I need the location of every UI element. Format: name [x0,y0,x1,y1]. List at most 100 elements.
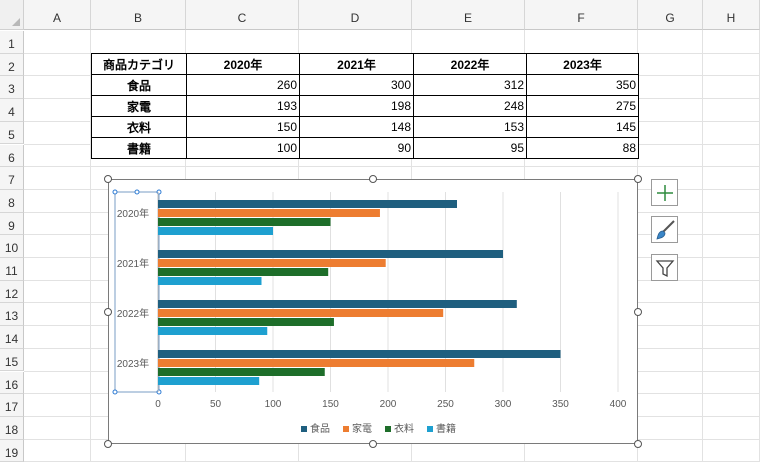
category-label: 2020年 [117,207,149,220]
value-cell[interactable]: 248 [413,95,527,117]
chart-filters-button[interactable] [651,254,678,281]
row-header-13[interactable]: 13 [0,303,24,327]
table-row: 衣料 150 148 153 145 [91,116,639,138]
row-header-18[interactable]: 18 [0,416,24,440]
resize-handle[interactable] [634,440,642,448]
legend-swatch [427,426,433,432]
row-header-4[interactable]: 4 [0,99,24,122]
value-cell[interactable]: 260 [186,74,300,96]
row-header-2[interactable]: 2 [0,53,24,77]
x-tick-label: 300 [495,399,512,410]
row-header-6[interactable]: 6 [0,144,24,168]
row-header-9[interactable]: 9 [0,212,24,236]
value-cell[interactable]: 100 [186,137,300,159]
x-tick-label: 0 [155,399,161,410]
resize-handle[interactable] [369,175,377,183]
resize-handle[interactable] [104,440,112,448]
column-header-g[interactable]: G [638,0,703,30]
brush-icon [655,219,675,240]
value-cell[interactable]: 145 [526,116,639,138]
value-cell[interactable]: 193 [186,95,300,117]
row-header-1[interactable]: 1 [0,31,24,54]
gridline [90,30,91,462]
row-label-cell[interactable]: 家電 [91,95,187,117]
resize-handle[interactable] [634,308,642,316]
value-cell[interactable]: 95 [413,137,527,159]
data-table: 商品カテゴリ 2020年 2021年 2022年 2023年 食品 260 30… [91,53,639,159]
column-header-h[interactable]: H [703,0,760,30]
row-header-7[interactable]: 7 [0,167,24,190]
gridline [702,30,703,462]
value-cell[interactable]: 153 [413,116,527,138]
bar-家電 [158,259,386,267]
bar-食品 [158,200,457,208]
column-header-d[interactable]: D [299,0,412,30]
row-header-17[interactable]: 17 [0,394,24,417]
row-header-16[interactable]: 16 [0,371,24,395]
row-label-cell[interactable]: 食品 [91,74,187,96]
bar-家電 [158,309,444,317]
category-label: 2021年 [117,257,149,270]
row-header-19[interactable]: 19 [0,439,24,463]
row-header-10[interactable]: 10 [0,235,24,258]
table-row: 書籍 100 90 95 88 [91,137,639,159]
table-row: 家電 193 198 248 275 [91,95,639,117]
row-header-14[interactable]: 14 [0,326,24,349]
value-cell[interactable]: 88 [526,137,639,159]
resize-handle[interactable] [369,440,377,448]
legend-swatch [301,426,307,432]
value-cell[interactable]: 300 [299,74,414,96]
bar-食品 [158,350,561,358]
gridline [24,166,760,168]
value-cell[interactable]: 150 [186,116,300,138]
table-header-row: 商品カテゴリ 2020年 2021年 2022年 2023年 [91,53,639,75]
x-tick-label: 350 [552,399,569,410]
row-header-12[interactable]: 12 [0,280,24,304]
resize-handle[interactable] [634,175,642,183]
row-label-cell[interactable]: 書籍 [91,137,187,159]
legend-label: 書籍 [436,422,456,435]
bar-衣料 [158,268,329,276]
column-header-f[interactable]: F [525,0,638,30]
value-cell[interactable]: 90 [299,137,414,159]
value-cell[interactable]: 275 [526,95,639,117]
bar-衣料 [158,318,334,326]
value-cell[interactable]: 148 [299,116,414,138]
row-label-cell[interactable]: 衣料 [91,116,187,138]
row-header-5[interactable]: 5 [0,121,24,145]
column-header-b[interactable]: B [91,0,186,30]
chart-plot: 0 50 100 150 200 250 300 350 400 2020年 2021年 2022年 2… [112,189,627,435]
row-header-8[interactable]: 8 [0,189,24,213]
column-header-e[interactable]: E [412,0,525,30]
header-cell[interactable]: 2023年 [526,53,639,75]
bar-家電 [158,209,380,217]
value-cell[interactable]: 312 [413,74,527,96]
value-cell[interactable]: 198 [299,95,414,117]
row-header-11[interactable]: 11 [0,258,24,281]
row-header-3[interactable]: 3 [0,76,24,100]
bar-書籍 [158,277,262,285]
bar-chart[interactable]: 0 50 100 150 200 250 300 350 400 2020年 2021年 2022年 2… [108,179,638,444]
header-cell[interactable]: 2022年 [413,53,527,75]
column-header-c[interactable]: C [186,0,299,30]
header-cell[interactable]: 商品カテゴリ [91,53,187,75]
axis-selection-handle [112,389,118,395]
row-header-15[interactable]: 15 [0,348,24,372]
resize-handle[interactable] [104,308,112,316]
header-cell[interactable]: 2020年 [186,53,300,75]
axis-selection-handle [112,189,118,195]
column-header-a[interactable]: A [24,0,91,30]
value-cell[interactable]: 350 [526,74,639,96]
header-cell[interactable]: 2021年 [299,53,414,75]
table-row: 食品 260 300 312 350 [91,74,639,96]
chart-elements-button[interactable] [651,179,678,206]
bar-食品 [158,250,503,258]
bar-家電 [158,359,475,367]
legend-label: 家電 [352,422,372,435]
resize-handle[interactable] [104,175,112,183]
x-tick-label: 50 [210,399,222,410]
chart-styles-button[interactable] [651,216,678,243]
select-all-corner[interactable] [0,0,24,30]
bar-衣料 [158,368,325,376]
bar-食品 [158,300,517,308]
